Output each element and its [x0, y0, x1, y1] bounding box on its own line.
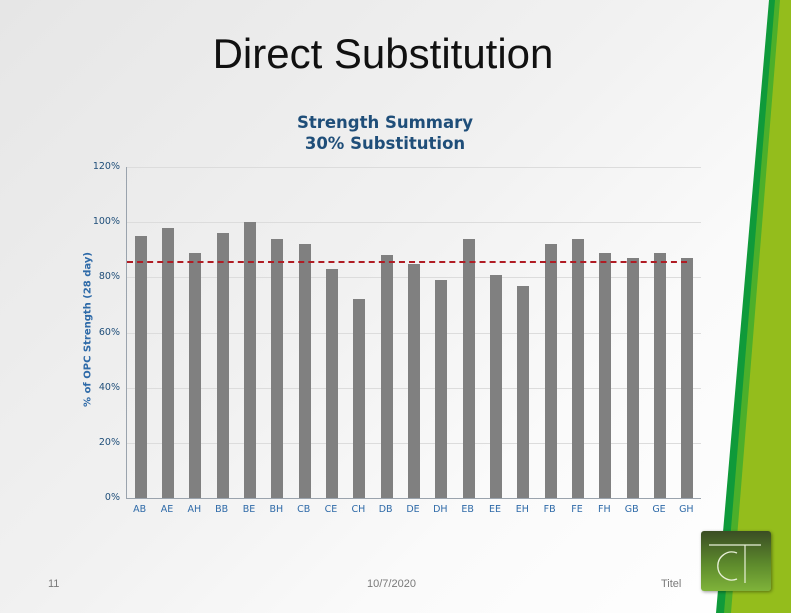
- x-tick-label: EH: [515, 504, 529, 515]
- chart-title-line-2: 30% Substitution: [304, 134, 466, 153]
- footer-date: 10/7/2020: [367, 578, 416, 590]
- gridline: [127, 222, 701, 224]
- x-tick-label: DE: [406, 504, 420, 515]
- bar-fb: [544, 244, 557, 498]
- x-tick-label: AE: [160, 504, 174, 515]
- x-tick-label: GE: [652, 504, 666, 515]
- x-tick-label: AH: [187, 504, 202, 515]
- y-tick-label: 80%: [98, 271, 120, 283]
- x-tick-label: EB: [461, 504, 474, 515]
- y-tick-label: 0%: [104, 492, 120, 503]
- y-tick-label: 20%: [98, 436, 120, 448]
- bar-ah: [189, 252, 202, 498]
- x-tick-label: EE: [488, 504, 501, 515]
- ct-logo-icon: [709, 544, 761, 583]
- x-tick-label: CH: [351, 504, 366, 515]
- x-tick-label: GB: [624, 504, 639, 515]
- bar-db: [380, 255, 393, 498]
- x-tick-label: FB: [543, 504, 556, 515]
- x-tick-label: BH: [269, 504, 284, 515]
- y-tick-label: 100%: [92, 216, 120, 228]
- x-tick-label: CB: [297, 504, 311, 515]
- bar-ee: [490, 274, 502, 498]
- x-tick-label: BB: [215, 504, 229, 515]
- bar-de: [408, 263, 420, 498]
- bar-bb: [216, 233, 229, 498]
- bar-be: [244, 222, 256, 498]
- decorative-green-stripe: [716, 0, 791, 613]
- chart-title: Strength Summary 30% Substitution: [260, 112, 510, 154]
- ct-logo: [701, 531, 771, 591]
- x-tick-label: FH: [598, 504, 611, 515]
- y-tick-label: 60%: [98, 326, 120, 338]
- bar-gb: [626, 258, 639, 498]
- x-tick-label: BE: [242, 504, 256, 515]
- x-tick-label: DH: [433, 504, 448, 515]
- bar-ae: [162, 227, 174, 498]
- gridline: [127, 167, 701, 168]
- bar-eb: [462, 238, 475, 498]
- footer-label: Titel: [661, 578, 682, 590]
- bar-cb: [298, 244, 311, 498]
- y-tick-label: 120%: [92, 161, 120, 172]
- bar-gh: [681, 258, 694, 498]
- plot-area: [126, 167, 701, 499]
- reference-line: [127, 260, 687, 263]
- x-tick-label: DB: [378, 504, 393, 515]
- bar-dh: [435, 280, 448, 498]
- bar-fh: [599, 252, 612, 498]
- page-number: 11: [48, 578, 60, 590]
- bar-ce: [326, 269, 338, 498]
- x-tick-label: FE: [571, 504, 583, 515]
- x-tick-label: AB: [133, 504, 147, 515]
- bar-bh: [271, 238, 284, 498]
- bar-eh: [517, 285, 530, 498]
- slide-title: Direct Substitution: [212, 30, 554, 77]
- chart-title-line-1: Strength Summary: [296, 113, 474, 132]
- bar-ch: [353, 299, 366, 498]
- bar-ge: [654, 252, 666, 498]
- y-tick-label: 40%: [98, 381, 120, 393]
- bar-fe: [572, 238, 584, 498]
- bar-ab: [134, 235, 147, 498]
- x-tick-label: CE: [324, 504, 338, 515]
- x-tick-label: GH: [679, 504, 694, 515]
